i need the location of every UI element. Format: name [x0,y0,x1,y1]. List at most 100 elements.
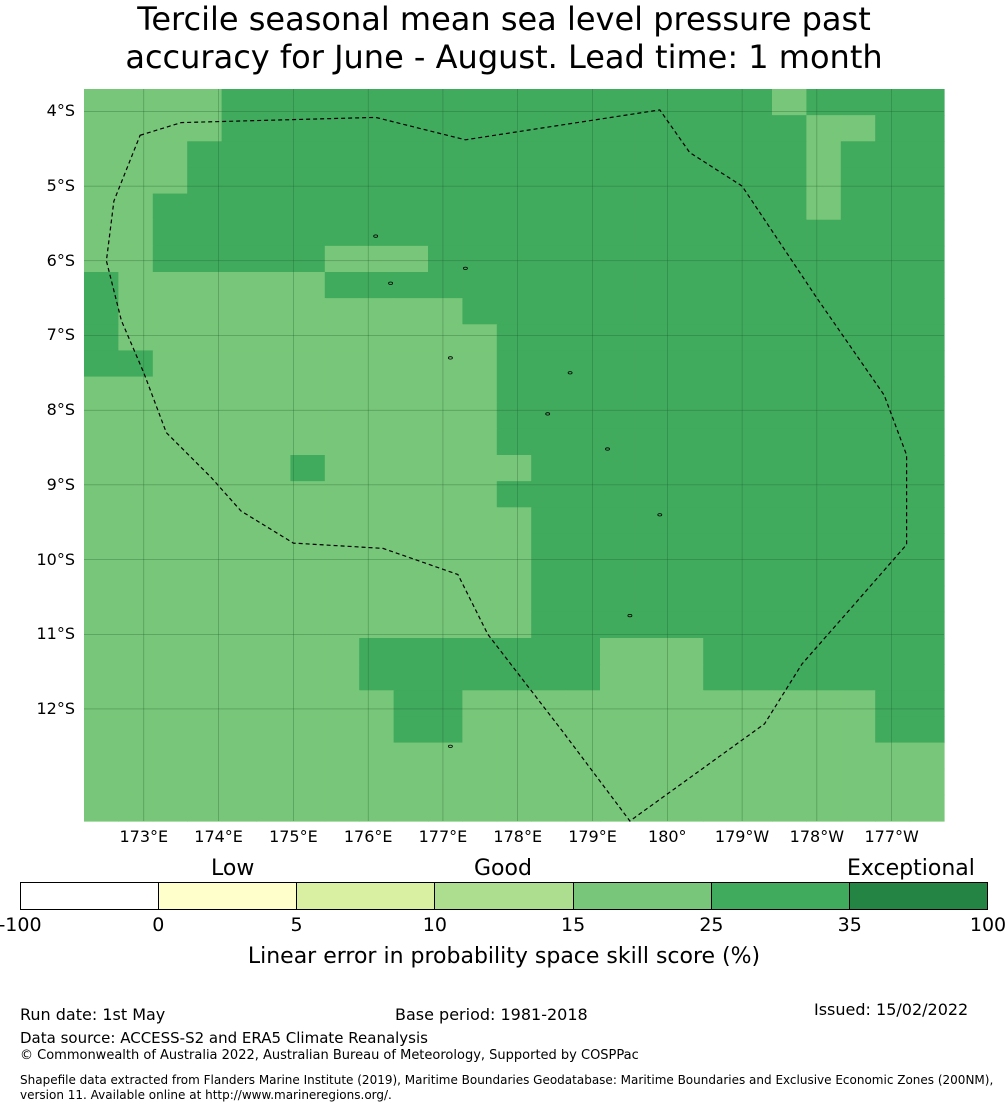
skill-cell [221,507,257,535]
skill-cell [840,690,876,718]
skill-cell [772,481,807,508]
colorbar [20,882,988,910]
skill-cell [324,768,360,796]
skill-cell [152,716,188,744]
skill-cell [600,89,635,116]
skill-cell [462,89,498,116]
island-outline [447,356,453,360]
skill-cell [84,611,119,639]
skill-cell [600,115,635,142]
skill-cell [359,664,395,691]
skill-cell [393,272,429,299]
skill-cell [152,324,188,352]
skill-cell [565,402,601,430]
skill-cell [668,638,704,665]
skill-cell [565,794,601,822]
skill-cell [565,350,601,378]
colorbar-tick-label: -100 [0,914,42,936]
skill-cell [840,245,876,273]
skill-cell [600,376,635,404]
skill-cell [496,768,532,796]
skill-cell [600,428,635,456]
skill-cell [256,89,291,116]
skill-cell [152,193,188,221]
skill-map [84,89,945,822]
skill-cell [428,272,463,299]
latitude-label: 11°S [36,624,75,644]
skill-cell [600,611,635,639]
skill-cell [428,376,463,404]
skill-cell [806,141,842,169]
colorbar-tick-label: 0 [152,914,165,936]
skill-cell [118,324,154,352]
skill-cell [187,193,223,221]
skill-cell [772,768,807,796]
skill-cell [221,141,257,169]
skill-cell [221,428,257,456]
skill-cell [703,402,739,430]
skill-cell [152,272,188,299]
skill-cell [187,141,223,169]
skill-cell [840,350,876,378]
skill-cell [772,507,807,535]
colorbar-tick-label: 100 [969,914,1007,936]
skill-cell [875,141,911,169]
skill-cell [772,690,807,718]
skill-cell [496,716,532,744]
skill-cell [772,428,807,456]
skill-cell [324,507,360,535]
island-outline [605,447,610,451]
skill-cell [909,428,945,456]
skill-cell [152,585,188,613]
skill-cell [462,638,498,665]
skill-cell [393,533,429,561]
skill-cell [496,481,532,508]
skill-cell [634,611,670,639]
skill-cell [840,664,876,691]
skill-cell [187,298,223,325]
skill-cell [152,245,188,273]
skill-cell [290,585,326,613]
skill-cell [668,585,704,613]
colorbar-segment [573,883,712,909]
skill-cell [359,455,395,482]
skill-cell [359,716,395,744]
skill-cell [187,585,223,613]
skill-cell [118,716,154,744]
skill-cell [840,455,876,482]
skill-cell [290,455,326,482]
skill-cell [634,585,670,613]
skill-cell [256,193,291,221]
skill-cell [84,402,119,430]
skill-cell [152,768,188,796]
skill-cell [359,167,395,195]
skill-cell [118,245,154,273]
skill-cell [393,742,429,770]
skill-cell [290,89,326,116]
skill-cell [324,376,360,404]
skill-cell [256,376,291,404]
skill-cell [531,298,567,325]
skill-cell [909,324,945,352]
skill-cell [806,402,842,430]
skill-cell [324,585,360,613]
skill-cell [909,533,945,561]
skill-cell [634,455,670,482]
island-outline [545,412,551,416]
skill-cell [496,167,532,195]
skill-cell [600,768,635,796]
skill-cell [152,298,188,325]
skill-cell [737,402,773,430]
skill-cell [875,402,911,430]
skill-cell [462,428,498,456]
skill-cell [118,402,154,430]
skill-cell [496,428,532,456]
skill-cell [565,298,601,325]
island-outline [627,613,633,618]
skill-cell [737,350,773,378]
skill-cell [221,585,257,613]
skill-cell [703,428,739,456]
skill-cell [393,768,429,796]
colorbar-label: Linear error in probability space skill … [247,944,761,969]
skill-cell [496,115,532,142]
